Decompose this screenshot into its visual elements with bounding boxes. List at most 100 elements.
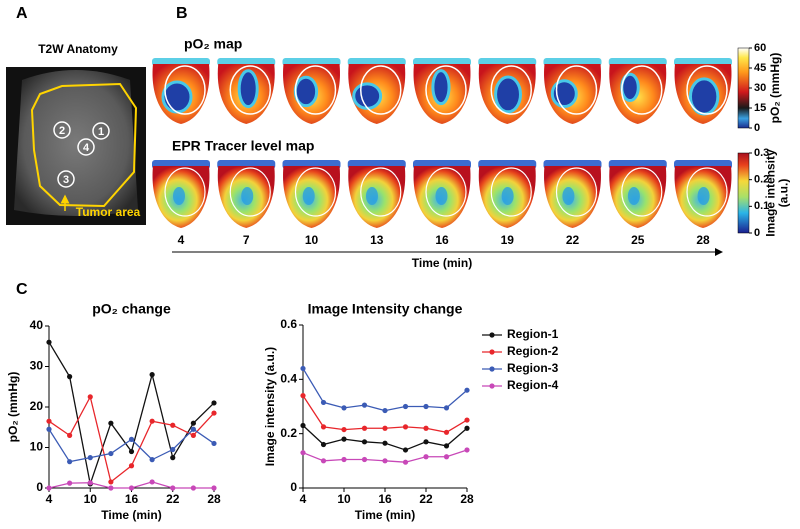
data-point (382, 407, 388, 414)
panel-label: A (16, 5, 28, 22)
panel-title: T2W Anatomy (38, 42, 118, 56)
y-tick-label: 30 (30, 359, 44, 373)
data-point (341, 456, 347, 463)
data-point (46, 426, 52, 432)
hypoxic-region (494, 75, 522, 114)
tumor-outline (30, 82, 138, 208)
y-tick-label: 0 (290, 480, 297, 494)
data-point (108, 420, 114, 426)
data-point (464, 447, 470, 453)
map-title: pO₂ map (184, 36, 242, 52)
data-point (128, 448, 135, 455)
colorbar-tick-label: 0.3 (754, 147, 769, 159)
tumor-outline (686, 65, 728, 115)
tumor-outline (294, 167, 337, 217)
region-label: 1 (98, 126, 104, 138)
data-point (423, 454, 429, 460)
data-point (170, 446, 176, 453)
data-point (341, 426, 347, 433)
region-marker (53, 121, 71, 139)
data-point (361, 425, 368, 431)
legend-label: Region-1 (507, 327, 559, 341)
x-tick-label: 16 (378, 492, 392, 506)
data-point (190, 432, 196, 438)
data-point (170, 455, 176, 461)
data-point (190, 485, 196, 491)
data-point (46, 418, 52, 424)
colorbar-tick-label: 45 (754, 62, 766, 74)
region-label: 3 (63, 174, 69, 186)
time-tick-label: 4 (178, 233, 185, 247)
data-point (128, 485, 135, 491)
x-tick-label: 10 (84, 492, 98, 506)
data-point (128, 463, 135, 469)
tumor-outline (555, 65, 598, 115)
data-point (149, 372, 155, 378)
time-tick-label: 28 (696, 233, 710, 247)
legend-label: Region-3 (507, 361, 559, 375)
data-point (443, 429, 450, 435)
y-tick-label: 0.4 (280, 372, 297, 386)
y-tick-label: 0.6 (280, 317, 297, 331)
legend-label: Region-2 (507, 344, 559, 358)
series-line (302, 368, 468, 412)
data-point (382, 425, 388, 431)
data-point (67, 432, 73, 438)
data-point (320, 458, 327, 464)
data-point (464, 417, 470, 423)
series-line (48, 341, 215, 487)
hypoxic-region (237, 69, 259, 109)
hypoxic-region (352, 82, 383, 110)
data-point (341, 405, 347, 411)
tumor-outline (621, 167, 663, 217)
data-point (170, 485, 176, 491)
data-point (190, 420, 196, 426)
tracer-core (562, 187, 575, 205)
y-tick-label: 0.2 (280, 426, 297, 440)
data-point (341, 436, 347, 442)
x-tick-label: 4 (300, 492, 307, 506)
tracer-core (173, 187, 185, 205)
x-axis-label: Time (min) (355, 508, 415, 522)
chart-title: Image Intensity change (308, 301, 463, 317)
data-point (423, 403, 429, 410)
data-point (67, 480, 73, 486)
time-tick-label: 7 (243, 233, 250, 247)
data-point (402, 403, 409, 410)
x-tick-label: 28 (460, 492, 474, 506)
legend-label: Region-4 (507, 378, 559, 392)
legend-marker (489, 332, 495, 338)
time-tick-label: 25 (631, 233, 645, 247)
colorbar-tick-label: 0 (754, 227, 760, 239)
data-point (361, 402, 368, 408)
data-point (443, 443, 450, 449)
time-tick-label: 19 (501, 233, 515, 247)
x-tick-label: 4 (46, 492, 53, 506)
x-tick-label: 22 (419, 492, 433, 506)
data-point (402, 459, 409, 465)
data-point (211, 440, 217, 447)
x-tick-label: 16 (125, 492, 139, 506)
y-axis-label: pO₂ (mmHg) (6, 372, 20, 443)
tumor-annotation: Tumor area (76, 205, 141, 219)
data-point (108, 485, 114, 491)
y-tick-label: 0 (36, 480, 43, 494)
data-point (382, 458, 388, 464)
panel-label: C (16, 281, 28, 298)
tumor-outline (360, 65, 402, 115)
data-point (382, 440, 388, 446)
data-point (320, 424, 327, 430)
data-point (211, 400, 217, 406)
data-point (402, 424, 409, 430)
data-point (443, 405, 450, 411)
series-line (48, 428, 215, 463)
tracer-core (302, 187, 315, 205)
tracer-core (501, 187, 514, 205)
tumor-outline (621, 65, 663, 115)
colorbar (737, 152, 750, 234)
map-title: EPR Tracer level map (172, 138, 314, 154)
tumor-outline (164, 65, 206, 115)
data-point (211, 485, 217, 491)
data-point (300, 393, 306, 399)
